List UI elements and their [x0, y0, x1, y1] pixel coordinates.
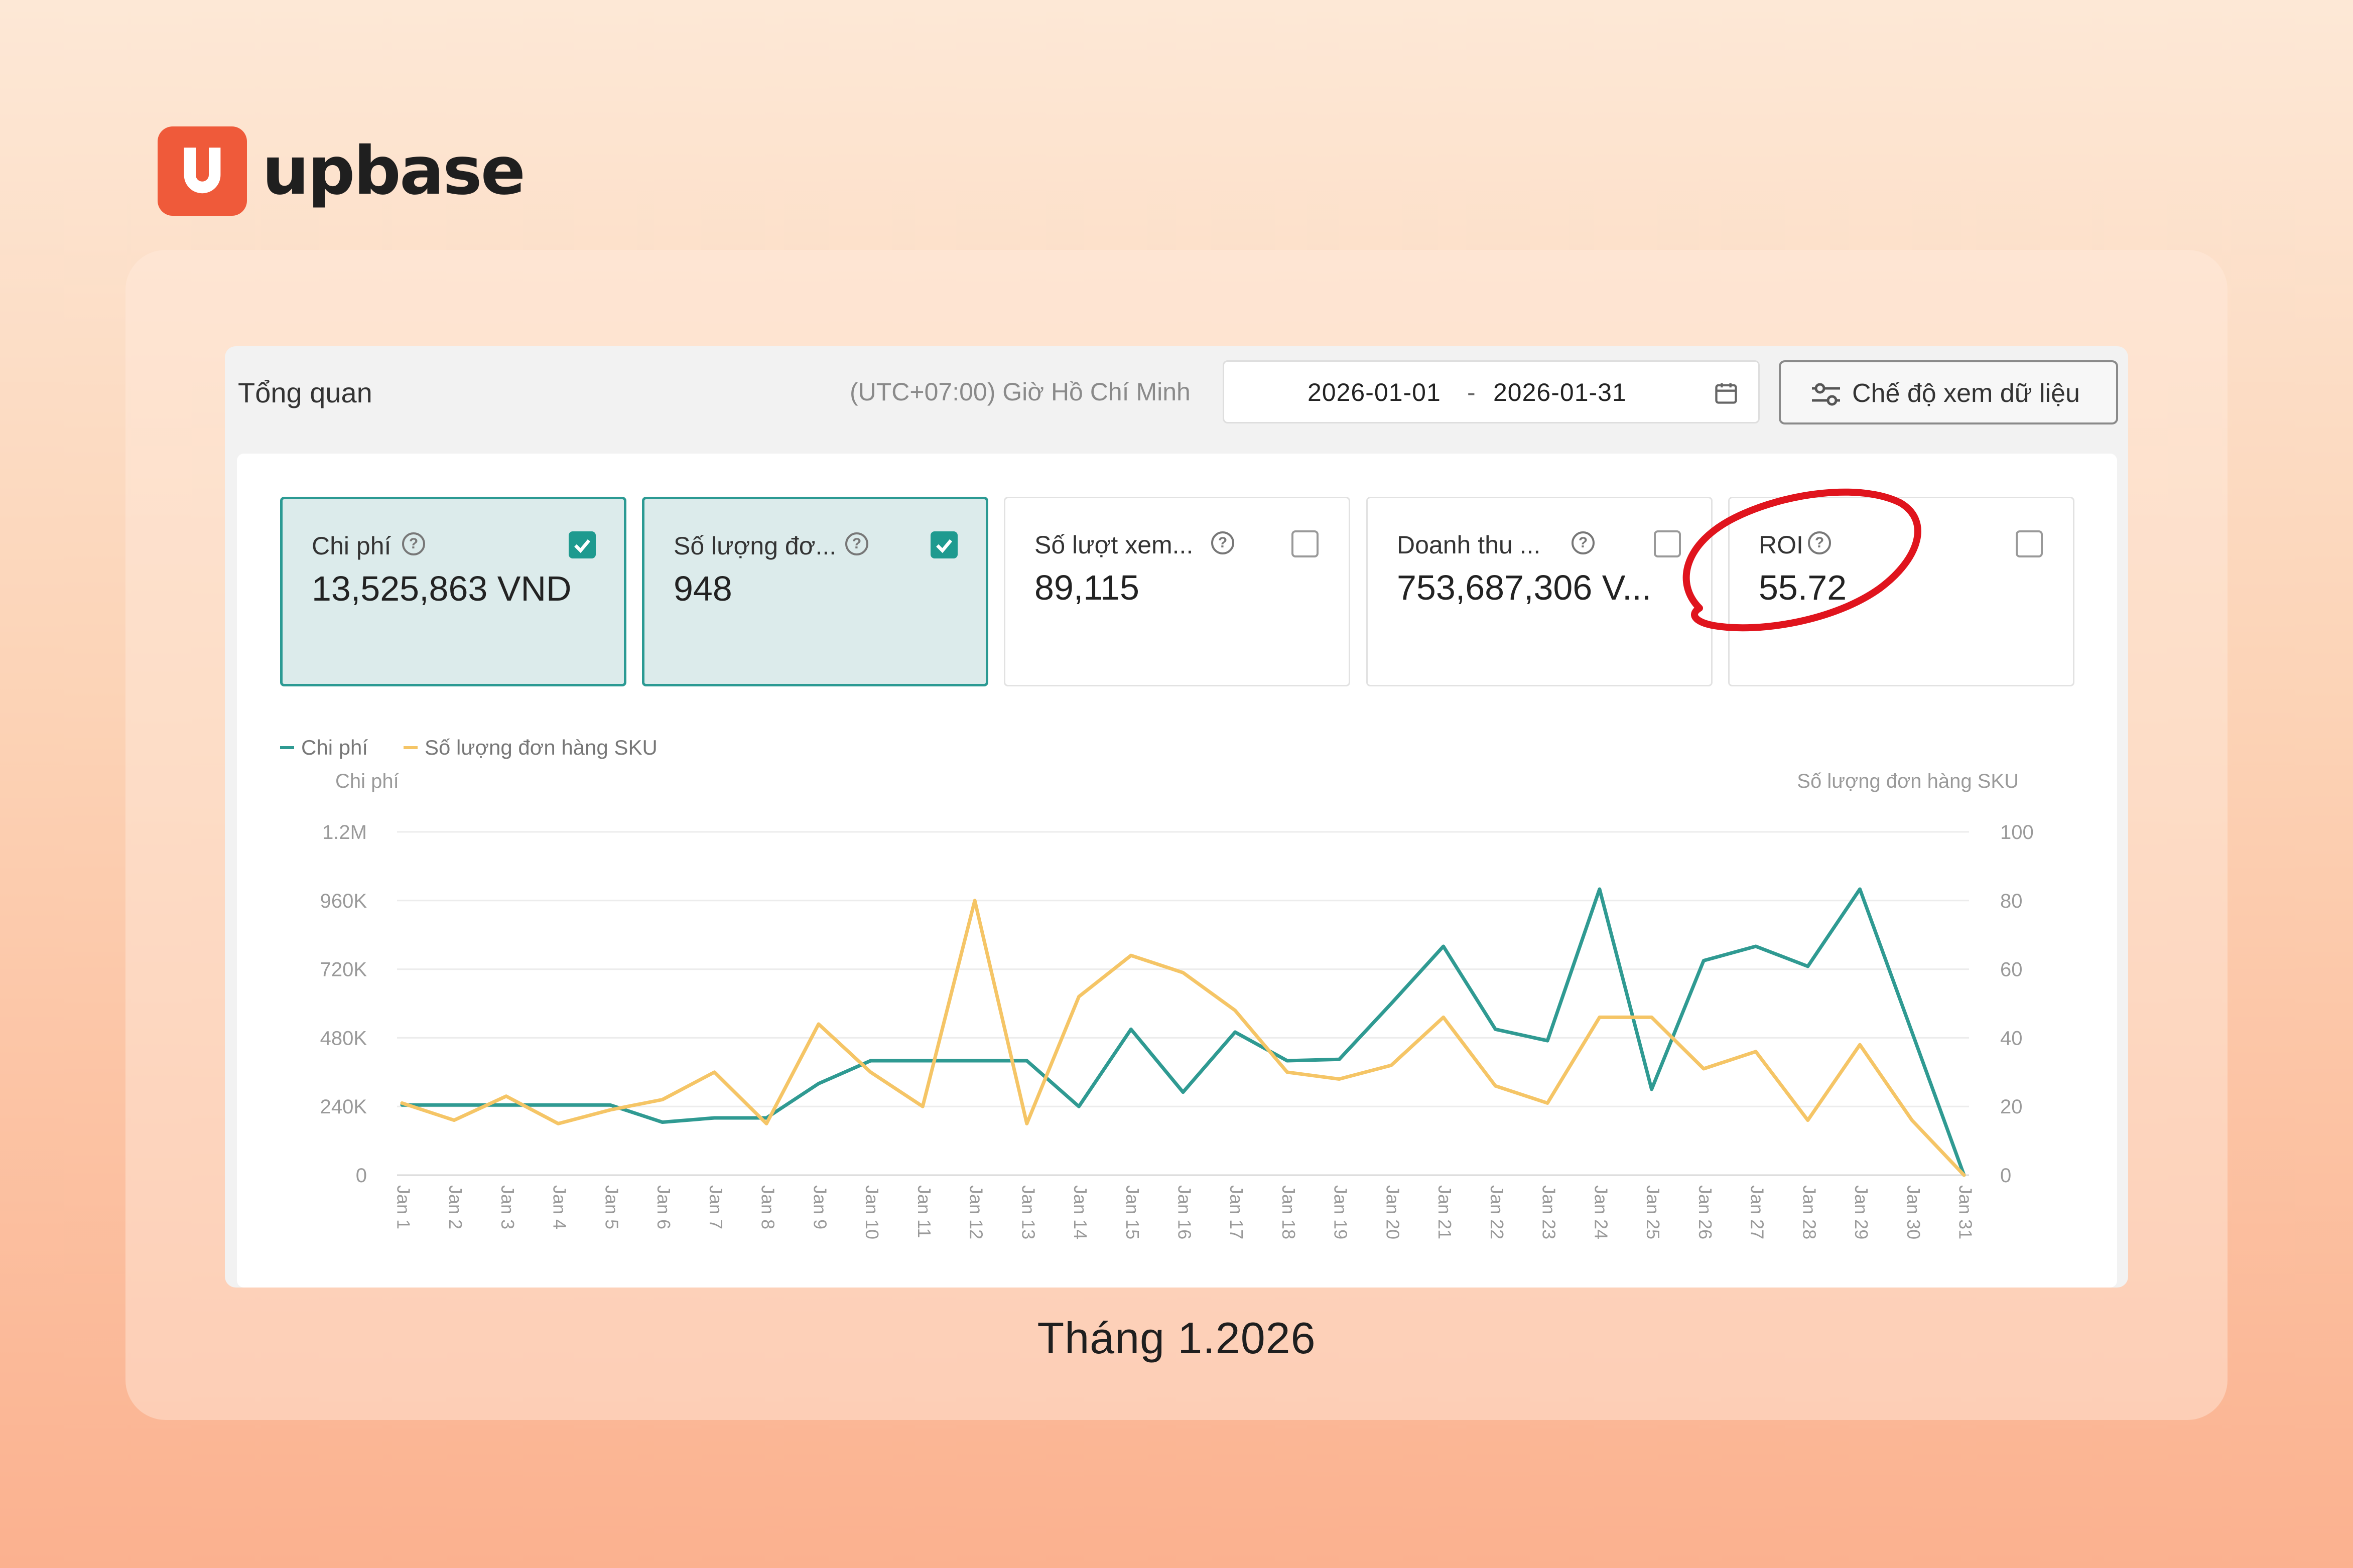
x-tick-label: Jan 19 — [1331, 1185, 1351, 1239]
x-tick-label: Jan 3 — [497, 1185, 518, 1229]
y-tick-label-right: 40 — [2000, 1027, 2023, 1049]
checkbox-unchecked[interactable] — [2016, 530, 2043, 557]
kpi-label: ROI — [1759, 531, 1803, 559]
upbase-logo-icon — [158, 126, 247, 216]
caption: Tháng 1.2026 — [1037, 1313, 1316, 1363]
x-tick-label: Jan 12 — [966, 1185, 987, 1239]
kpi-value: 13,525,863 VND — [312, 569, 572, 608]
x-tick-label: Jan 30 — [1903, 1185, 1924, 1239]
overview-panel: Chi phí ? 13,525,863 VND Số lượng đơ... … — [237, 454, 2117, 1288]
y-tick-label-right: 20 — [2000, 1096, 2023, 1118]
kpi-label: Số lượt xem... — [1034, 531, 1194, 559]
x-tick-label: Jan 4 — [550, 1185, 570, 1229]
brand-name: upbase — [262, 132, 526, 210]
x-tick-label: Jan 6 — [653, 1185, 674, 1229]
y-tick-label-left: 720K — [320, 959, 367, 981]
x-tick-label: Jan 23 — [1539, 1185, 1559, 1239]
kpi-card-so-luong-don[interactable]: Số lượng đơ... ? 948 — [642, 497, 988, 686]
y-tick-label-right: 100 — [2000, 821, 2034, 843]
x-tick-label: Jan 5 — [601, 1185, 622, 1229]
legend-label: Chi phí — [301, 736, 368, 759]
x-tick-label: Jan 18 — [1278, 1185, 1299, 1239]
date-range-picker[interactable]: 2026-01-01 - 2026-01-31 — [1223, 360, 1760, 423]
x-tick-label: Jan 7 — [706, 1185, 726, 1229]
kpi-value: 55.72 — [1759, 568, 1847, 607]
y-tick-label-left: 960K — [320, 890, 367, 912]
highlight-ring — [1682, 488, 1921, 632]
date-separator: - — [1467, 378, 1476, 406]
checkbox-checked[interactable] — [931, 531, 958, 558]
kpi-card-so-luot-xem[interactable]: Số lượt xem... ? 89,115 — [1004, 497, 1350, 686]
y-axis-title-right: Số lượng đơn hàng SKU — [1797, 770, 2019, 792]
x-tick-label: Jan 24 — [1591, 1185, 1611, 1239]
view-mode-button[interactable]: Chế độ xem dữ liệu — [1779, 360, 2118, 424]
x-tick-label: Jan 10 — [862, 1185, 882, 1239]
x-tick-label: Jan 22 — [1487, 1185, 1507, 1239]
calendar-icon[interactable] — [1713, 380, 1739, 406]
page-title: Tổng quan — [238, 377, 372, 408]
x-tick-label: Jan 28 — [1799, 1185, 1819, 1239]
help-icon[interactable]: ? — [402, 532, 425, 555]
line-chart: 0 0 240K 20 480K 40 720K 60 960K 80 1.2M 100 Chi phí… — [280, 736, 2034, 1239]
sliders-icon — [1812, 383, 1840, 406]
x-tick-label: Jan 31 — [1955, 1185, 1976, 1239]
kpi-value: 89,115 — [1034, 568, 1139, 607]
x-tick-label: Jan 21 — [1434, 1185, 1455, 1239]
y-tick-label-right: 80 — [2000, 890, 2023, 912]
timezone-label: (UTC+07:00) Giờ Hồ Chí Minh — [850, 378, 1191, 406]
help-icon[interactable]: ? — [845, 532, 868, 555]
series-line-chi-phi — [400, 887, 1966, 1177]
kpi-label: Số lượng đơ... — [674, 532, 837, 560]
x-tick-label: Jan 27 — [1747, 1185, 1768, 1239]
x-tick-label: Jan 2 — [445, 1185, 466, 1229]
y-tick-label-right: 60 — [2000, 959, 2023, 981]
x-tick-label: Jan 13 — [1018, 1185, 1038, 1239]
y-tick-label-left: 1.2M — [322, 821, 367, 843]
view-mode-label: Chế độ xem dữ liệu — [1852, 379, 2080, 408]
y-axis-title-left: Chi phí — [335, 770, 399, 792]
series-line-so-luong-don — [400, 899, 1966, 1177]
kpi-label: Doanh thu ... — [1397, 531, 1541, 559]
y-tick-label-left: 480K — [320, 1027, 367, 1049]
x-tick-label: Jan 1 — [393, 1185, 414, 1229]
checkbox-unchecked[interactable] — [1291, 530, 1319, 557]
kpi-value: 948 — [674, 569, 732, 608]
help-icon[interactable]: ? — [1808, 531, 1831, 554]
help-icon[interactable]: ? — [1572, 531, 1595, 554]
x-tick-label: Jan 26 — [1695, 1185, 1716, 1239]
dashboard-header: Tổng quan (UTC+07:00) Giờ Hồ Chí Minh 20… — [225, 346, 2128, 454]
kpi-card-doanh-thu[interactable]: Doanh thu ... ? 753,687,306 V... — [1366, 497, 1713, 686]
x-tick-label: Jan 16 — [1174, 1185, 1195, 1239]
kpi-label: Chi phí — [312, 532, 391, 560]
x-tick-label: Jan 17 — [1226, 1185, 1247, 1239]
brand-logo: upbase — [158, 126, 526, 216]
date-start[interactable]: 2026-01-01 — [1308, 378, 1441, 406]
kpi-card-roi[interactable]: ROI ? 55.72 — [1728, 497, 2074, 686]
checkbox-checked[interactable] — [569, 531, 596, 558]
date-end[interactable]: 2026-01-31 — [1493, 378, 1627, 406]
x-tick-label: Jan 15 — [1122, 1185, 1143, 1239]
y-tick-label-left: 0 — [356, 1165, 367, 1187]
x-tick-label: Jan 29 — [1851, 1185, 1872, 1239]
y-tick-label-left: 240K — [320, 1096, 367, 1118]
kpi-card-chi-phi[interactable]: Chi phí ? 13,525,863 VND — [280, 497, 626, 686]
x-tick-label: Jan 25 — [1643, 1185, 1663, 1239]
x-tick-label: Jan 20 — [1382, 1185, 1403, 1239]
x-tick-label: Jan 8 — [758, 1185, 778, 1229]
kpi-value: 753,687,306 V... — [1397, 568, 1652, 607]
help-icon[interactable]: ? — [1211, 531, 1234, 554]
legend-label: Số lượng đơn hàng SKU — [425, 736, 658, 759]
y-tick-label-right: 0 — [2000, 1165, 2011, 1187]
x-tick-label: Jan 11 — [914, 1185, 935, 1238]
checkbox-unchecked[interactable] — [1654, 530, 1681, 557]
dashboard-window: Tổng quan (UTC+07:00) Giờ Hồ Chí Minh 20… — [225, 346, 2128, 1288]
x-tick-label: Jan 14 — [1070, 1185, 1091, 1239]
x-tick-label: Jan 9 — [810, 1185, 830, 1229]
